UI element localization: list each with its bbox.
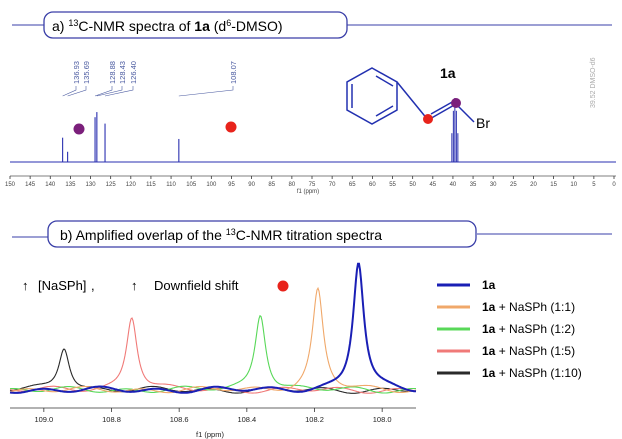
- bromine-label: Br: [476, 115, 490, 131]
- panel-a-xtick-label: 110: [166, 182, 176, 188]
- peak-label-leader: [96, 86, 123, 97]
- panel-b-xaxis-label: f1 (ppm): [196, 430, 224, 439]
- panel-a-xtick-label: 45: [429, 182, 436, 188]
- panel-a-xtick-label: 115: [146, 182, 156, 188]
- titration-series-line: [9, 314, 416, 394]
- panel-b-xtick-label: 108.2: [305, 415, 324, 424]
- peak-label-leader: [104, 86, 134, 97]
- solvent-label: 39.52 DMSO-d6: [590, 57, 597, 108]
- structure-1a: 1a Br: [346, 65, 490, 131]
- panel-b-header: b) Amplified overlap of the 13C-NMR titr…: [12, 220, 612, 248]
- panel-b-xtick-label: 109.0: [34, 415, 53, 424]
- panel-b-xtick-label: 108.0: [373, 415, 392, 424]
- panel-a-xtick-label: 65: [349, 182, 356, 188]
- panel-a-xtick-label: 135: [65, 182, 76, 188]
- panel-a-xtick-label: 95: [228, 182, 235, 188]
- panel-a-xtick-label: 75: [309, 182, 316, 188]
- panel-a-xtick-label: 125: [106, 182, 117, 188]
- shift-marker: [277, 280, 289, 292]
- panel-b-title: b) Amplified overlap of the 13C-NMR titr…: [60, 227, 382, 243]
- panel-a-xtick-label: 50: [409, 182, 416, 188]
- panel-a-xtick-label: 85: [268, 182, 275, 188]
- annotation-separator: ,: [91, 278, 95, 293]
- peak-label-leader: [67, 86, 87, 97]
- panel-a-xtick-label: 145: [25, 182, 36, 188]
- panel-a-xtick-label: 55: [389, 182, 396, 188]
- peak-label: 128.43: [118, 61, 127, 84]
- panel-b-xtick-label: 108.6: [170, 415, 189, 424]
- peak-label: 136.93: [72, 61, 81, 84]
- panel-a-xtick-label: 130: [86, 182, 97, 188]
- panel-b-xtick-label: 108.4: [237, 415, 256, 424]
- peak-label: 108.07: [229, 61, 238, 84]
- arrow-up-icon: ↑: [22, 278, 29, 293]
- titration-series-line: [9, 286, 417, 394]
- panel-a-xtick-label: 140: [45, 182, 56, 188]
- panel-a-xaxis-label: f1 (ppm): [297, 189, 319, 195]
- titration-series-line: [9, 262, 416, 394]
- panel-a-xtick-label: 100: [206, 182, 217, 188]
- panel-a-xtick-label: 20: [530, 182, 537, 188]
- panel-a-xtick-label: 5: [592, 182, 596, 188]
- panel-a-xtick-label: 10: [570, 182, 577, 188]
- legend-entry: 1a + NaSPh (1:2): [482, 322, 575, 336]
- panel-a-xtick-label: 90: [248, 182, 255, 188]
- panel-a-xtick-label: 35: [470, 182, 477, 188]
- peak-label: 128.88: [108, 61, 117, 84]
- annotation-reagent: [NaSPh]: [38, 278, 86, 293]
- peak-label-leader: [94, 86, 113, 97]
- panel-a-xtick-label: 150: [5, 182, 16, 188]
- panel-a-xtick-label: 15: [550, 182, 557, 188]
- red-marker: [225, 121, 237, 133]
- panel-a-xtick-label: 30: [490, 182, 497, 188]
- peak-label-leader: [178, 86, 234, 97]
- annotation-shift: Downfield shift: [154, 278, 239, 293]
- legend: 1a 1a + NaSPh (1:1) 1a + NaSPh (1:2) 1a + N…: [437, 278, 582, 380]
- panel-a-chart: 136.93 135.69 128.88 128.43 126.40 108.07 150…: [5, 57, 616, 195]
- panel-a-xtick-label: 70: [329, 182, 336, 188]
- panel-a-header: a) 13C-NMR spectra of 1a (d6-DMSO): [12, 11, 612, 39]
- panel-a-xtick-label: 0: [612, 182, 616, 188]
- panel-a-xtick-label: 120: [126, 182, 137, 188]
- peak-label-leader: [62, 86, 77, 97]
- panel-a-xtick-label: 60: [369, 182, 376, 188]
- panel-b-xtick-label: 108.8: [102, 415, 121, 424]
- panel-a-xtick-label: 40: [450, 182, 457, 188]
- structure-red-marker: [423, 114, 433, 124]
- purple-marker: [73, 123, 85, 135]
- peak-label: 135.69: [82, 61, 91, 84]
- panel-a-xtick-label: 105: [186, 182, 197, 188]
- panel-b-chart: 109.0 108.8 108.6 108.4 108.2 108.0 f1 (ppm): [9, 262, 417, 439]
- legend-entry: 1a + NaSPh (1:5): [482, 344, 575, 358]
- titration-annotation: ↑ [NaSPh] , ↑ Downfield shift: [22, 278, 289, 293]
- panel-a-xtick-label: 25: [510, 182, 517, 188]
- structure-purple-marker: [451, 98, 461, 108]
- legend-entry: 1a: [482, 278, 496, 292]
- peak-label: 126.40: [129, 61, 138, 84]
- arrow-up-icon: ↑: [131, 278, 138, 293]
- panel-a-xtick-label: 80: [289, 182, 296, 188]
- titration-series-line: [9, 317, 417, 394]
- legend-entry: 1a + NaSPh (1:10): [482, 366, 582, 380]
- panel-a-title: a) 13C-NMR spectra of 1a (d6-DMSO): [52, 18, 283, 34]
- legend-entry: 1a + NaSPh (1:1): [482, 300, 575, 314]
- compound-label: 1a: [440, 65, 456, 81]
